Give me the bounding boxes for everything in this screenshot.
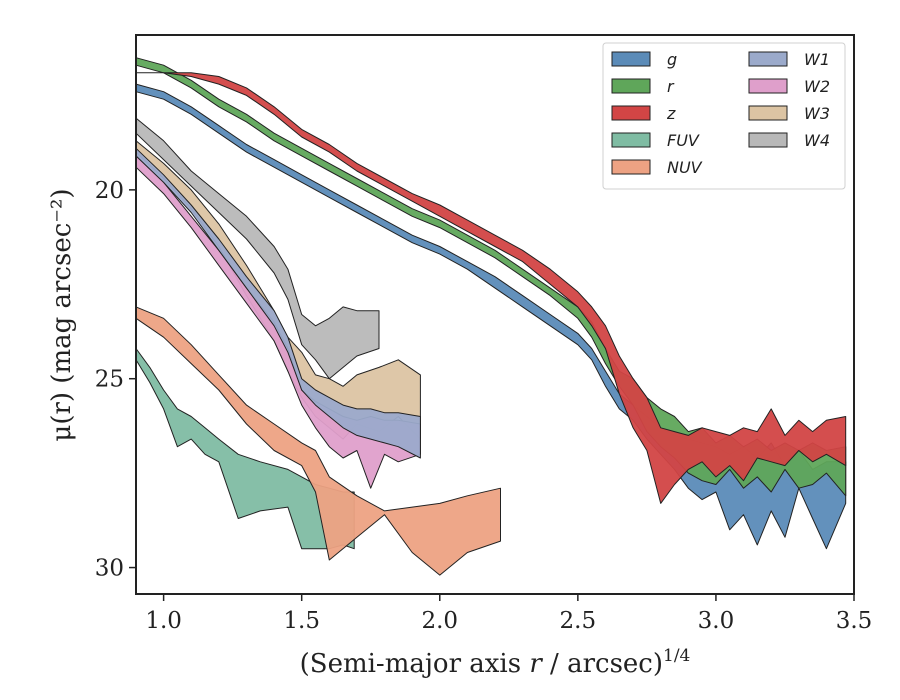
legend-label-w1: W1 (804, 50, 830, 69)
legend-swatch-w4 (748, 132, 788, 148)
legend-swatch-z (611, 105, 651, 121)
legend-label-z: z (666, 104, 676, 123)
band-fuv (135, 348, 355, 550)
legend-label-g: g (667, 50, 677, 69)
x-tick-label: 1.0 (145, 608, 182, 634)
x-axis-ticks: 1.0 1.5 2.0 2.5 3.0 3.5 (145, 594, 872, 634)
legend-label-nuv: NUV (667, 158, 703, 177)
band-w1 (135, 147, 421, 459)
x-axis-label-suffix: / arcsec) (542, 649, 663, 679)
band-nuv (135, 306, 501, 576)
x-axis-label-prefix: (Semi-major axis (300, 649, 530, 679)
legend-swatch-nuv (611, 159, 651, 175)
legend-label-w2: W2 (804, 77, 830, 96)
x-tick-label: 3.5 (836, 608, 873, 634)
x-axis-label-exponent: 1/4 (663, 646, 690, 666)
y-tick-label: 20 (95, 178, 124, 204)
legend-swatch-w3 (748, 105, 788, 121)
band-w3 (135, 140, 421, 440)
x-axis-label: (Semi-major axis r / arcsec)1/4 (300, 646, 691, 679)
y-tick-label: 30 (95, 556, 124, 582)
plot-frame (135, 34, 855, 595)
legend-swatch-r (611, 78, 651, 94)
y-axis-ticks: 20 25 30 (95, 178, 136, 582)
legend-label-w3: W3 (804, 104, 830, 123)
legend-swatch-w2 (748, 78, 788, 94)
x-tick-label: 2.5 (560, 608, 597, 634)
legend-swatch-w1 (748, 51, 788, 67)
x-tick-label: 3.0 (698, 608, 735, 634)
profile-bands (135, 57, 847, 576)
legend-label-w4: W4 (804, 131, 830, 150)
legend-swatch-g (611, 51, 651, 67)
x-tick-label: 1.5 (283, 608, 320, 634)
legend-label-fuv: FUV (667, 131, 700, 150)
legend-swatch-fuv (611, 132, 651, 148)
y-axis-label: μ(r) (mag arcsec⁻²) (47, 188, 77, 441)
y-tick-label: 25 (95, 367, 124, 393)
band-z (135, 72, 847, 504)
band-w4 (135, 117, 380, 380)
x-axis-label-var: r (529, 649, 543, 679)
legend: grz FUV NUV W1 W2 W3 W4 (602, 42, 846, 190)
legend-label-r: r (667, 77, 675, 96)
x-tick-label: 2.0 (421, 608, 458, 634)
